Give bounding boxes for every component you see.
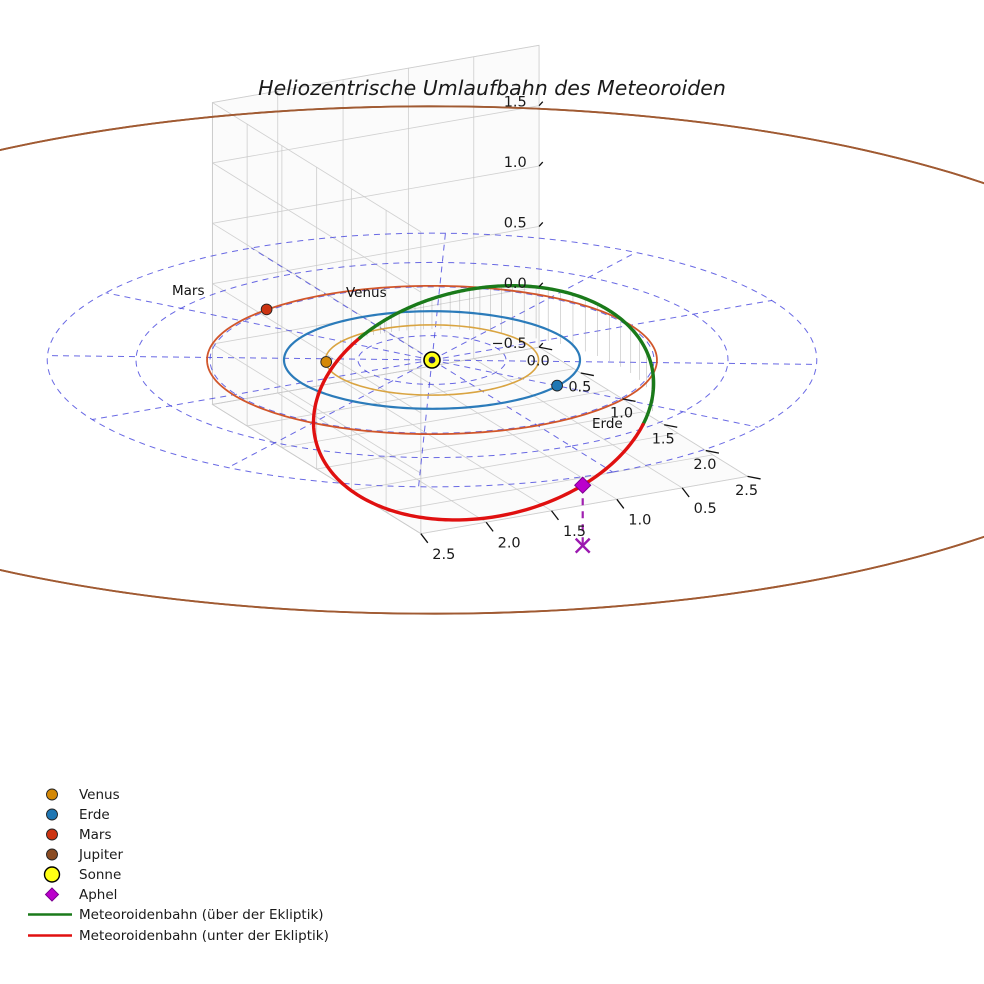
y-tick-mark bbox=[420, 533, 429, 544]
aphelion-diamond-marker bbox=[574, 476, 592, 494]
x-tick-mark bbox=[705, 449, 720, 454]
gridline-bottom-x bbox=[386, 454, 713, 513]
venus-label: Venus bbox=[346, 285, 387, 301]
legend-label-venus: Venus bbox=[79, 787, 120, 803]
z-tick-mark bbox=[538, 222, 544, 227]
gridline-bottom-x bbox=[316, 411, 644, 470]
z-tick-mark bbox=[538, 101, 544, 107]
gridline-bottom-y bbox=[342, 381, 552, 512]
z-tick-mark bbox=[538, 342, 544, 348]
legend-marker-erde[interactable] bbox=[46, 808, 58, 821]
y-tick-label: 0.5 bbox=[694, 501, 717, 517]
ecliptic-radial-line bbox=[431, 299, 772, 361]
planet-marker-erde bbox=[551, 379, 563, 392]
gridline-back-z bbox=[212, 343, 422, 474]
body-annotations: Mars Venus Erde bbox=[172, 283, 623, 432]
orbit-venus bbox=[324, 324, 540, 396]
y-tick-label: 1.0 bbox=[628, 512, 651, 528]
meteoroid-arc-below bbox=[311, 336, 645, 522]
gridline-left-z bbox=[212, 165, 540, 224]
z-tick-mark bbox=[538, 282, 544, 288]
legend-label-mars: Mars bbox=[79, 827, 112, 843]
ecliptic-radial-line bbox=[105, 292, 433, 361]
meteoroid-arc-above bbox=[382, 284, 656, 427]
z-tick-label: 1.5 bbox=[504, 95, 527, 111]
planet-marker-venus bbox=[320, 356, 333, 368]
legend-label-meteoroid-above: Meteoroidenbahn (über der Ekliptik) bbox=[79, 907, 324, 923]
legend-label-sonne: Sonne bbox=[79, 867, 121, 883]
ecliptic-radial-line bbox=[227, 359, 433, 469]
z-tick-label: −0.5 bbox=[492, 336, 527, 352]
gridline-bottom-x bbox=[351, 432, 679, 492]
z-tick-label: 0.5 bbox=[504, 215, 527, 231]
x-tick-label: 0.0 bbox=[527, 354, 550, 370]
legend-label-jupiter: Jupiter bbox=[78, 847, 123, 863]
page-title: Heliozentrische Umlaufbahn des Meteoroid… bbox=[258, 76, 726, 100]
gridline-bottom-x bbox=[281, 389, 609, 448]
orbit-erde bbox=[282, 310, 582, 410]
meteoroid-orbit bbox=[311, 284, 656, 522]
x-tick-mark bbox=[538, 346, 553, 351]
y-tick-label: 2.5 bbox=[432, 547, 455, 563]
legend-marker-sonne[interactable] bbox=[43, 866, 61, 883]
ecliptic-circle bbox=[46, 232, 818, 488]
x-tick-mark bbox=[664, 424, 678, 428]
gridline-bottom-y bbox=[473, 358, 683, 489]
gridline-back-z bbox=[212, 162, 422, 293]
x-tick-mark bbox=[622, 398, 636, 403]
z-tick-label: 1.0 bbox=[504, 155, 527, 171]
ecliptic-radial-line bbox=[431, 359, 613, 473]
ecliptic-radial-line bbox=[431, 359, 817, 365]
x-tick-label: 1.5 bbox=[652, 431, 675, 447]
legend-marker-aphel[interactable] bbox=[44, 887, 60, 902]
z-tick-mark bbox=[538, 161, 544, 167]
x-tick-mark bbox=[747, 475, 761, 480]
ecliptic-radial-line bbox=[47, 355, 433, 361]
axis-tick-marks bbox=[420, 101, 761, 544]
legend-marker-jupiter[interactable] bbox=[46, 848, 58, 861]
planet-marker-mars bbox=[260, 303, 273, 316]
y-tick-mark bbox=[551, 510, 559, 521]
ecliptic-radial-line bbox=[251, 247, 433, 361]
aphelion-projection-x-marker bbox=[574, 537, 591, 554]
erde-label: Erde bbox=[592, 416, 623, 432]
legend-marker-venus[interactable] bbox=[46, 788, 58, 801]
legend-label-meteoroid-below: Meteoroidenbahn (unter der Ekliptik) bbox=[79, 928, 329, 944]
sun-core bbox=[428, 356, 436, 364]
ecliptic-radial-line bbox=[431, 359, 759, 428]
legend[interactable]: Venus Erde Mars Jupiter Sonne Aphel Meteoroide… bbox=[28, 787, 329, 944]
axis-tick-labels: 0.00.51.01.52.02.50.51.01.52.02.5−0.50.0… bbox=[432, 95, 758, 563]
x-tick-label: 0.5 bbox=[568, 380, 591, 396]
gridline-left-z bbox=[212, 105, 540, 164]
gridline-bottom-x bbox=[420, 475, 748, 535]
legend-label-erde: Erde bbox=[79, 807, 110, 823]
y-tick-label: 2.0 bbox=[498, 535, 521, 551]
x-tick-label: 1.0 bbox=[610, 405, 633, 421]
orbit-jupiter-arc bbox=[0, 105, 984, 615]
legend-marker-mars[interactable] bbox=[46, 828, 58, 841]
legend-label-aphel: Aphel bbox=[79, 887, 117, 903]
ecliptic-radial-line bbox=[92, 359, 433, 421]
gridline-back-z bbox=[212, 102, 422, 233]
x-tick-label: 2.0 bbox=[693, 457, 716, 473]
gridline-left-z bbox=[212, 44, 540, 103]
x-tick-mark bbox=[580, 372, 594, 377]
gridline-back-z bbox=[212, 404, 422, 535]
gridline-bottom-y bbox=[538, 346, 748, 477]
y-tick-mark bbox=[681, 487, 690, 498]
y-tick-label: 1.5 bbox=[563, 524, 586, 540]
body-markers bbox=[260, 303, 592, 554]
x-tick-label: 2.5 bbox=[735, 483, 758, 499]
y-tick-mark bbox=[616, 498, 625, 509]
y-tick-mark bbox=[485, 521, 494, 532]
mars-label: Mars bbox=[172, 283, 205, 299]
meteoroid-arc-above bbox=[358, 318, 387, 340]
gridline-left-z bbox=[212, 225, 540, 285]
z-tick-label: 0.0 bbox=[504, 276, 527, 292]
ecliptic-radial-line bbox=[431, 251, 637, 361]
